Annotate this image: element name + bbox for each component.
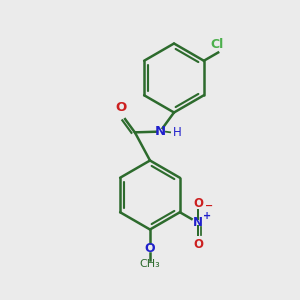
Text: CH₃: CH₃ (140, 259, 160, 269)
Text: H: H (173, 126, 182, 139)
Text: O: O (193, 238, 203, 251)
Text: N: N (193, 216, 203, 229)
Text: O: O (145, 242, 155, 255)
Text: −: − (205, 201, 213, 211)
Text: O: O (193, 197, 203, 210)
Text: Cl: Cl (210, 38, 223, 51)
Text: O: O (115, 101, 126, 114)
Text: +: + (203, 211, 211, 221)
Text: N: N (155, 124, 166, 138)
